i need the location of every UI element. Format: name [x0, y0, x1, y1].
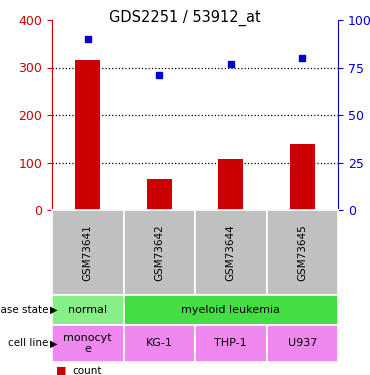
Bar [147, 179, 172, 210]
Text: ■: ■ [56, 366, 66, 375]
Text: myeloid leukemia: myeloid leukemia [181, 305, 280, 315]
Text: GSM73645: GSM73645 [297, 224, 307, 281]
Text: monocyt
e: monocyt e [63, 333, 112, 354]
Text: GDS2251 / 53912_at: GDS2251 / 53912_at [109, 10, 261, 26]
Text: normal: normal [68, 305, 107, 315]
Text: GSM73642: GSM73642 [154, 224, 164, 281]
Text: GSM73641: GSM73641 [83, 224, 93, 281]
Text: ▶: ▶ [50, 305, 58, 315]
Bar [290, 144, 315, 210]
Text: disease state: disease state [0, 305, 48, 315]
Text: KG-1: KG-1 [146, 339, 173, 348]
Text: ▶: ▶ [50, 339, 58, 348]
Text: count: count [73, 366, 102, 375]
Text: THP-1: THP-1 [215, 339, 247, 348]
Text: cell line: cell line [8, 339, 48, 348]
Text: GSM73644: GSM73644 [226, 224, 236, 281]
Bar [75, 60, 100, 210]
Text: U937: U937 [287, 339, 317, 348]
Bar [218, 159, 243, 210]
